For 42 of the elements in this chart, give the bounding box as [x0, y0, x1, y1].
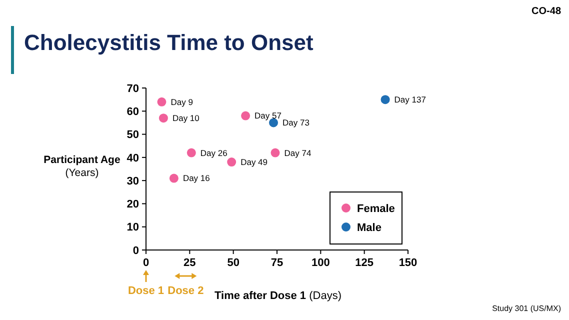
- text: CO-48: [532, 6, 562, 17]
- y-tick-label: 70: [126, 82, 139, 95]
- y-tick-label: 30: [126, 175, 139, 188]
- x-tick-label: 50: [227, 257, 240, 269]
- point: [241, 111, 250, 120]
- legend-label: Female: [357, 202, 395, 215]
- y-axis-title: Participant Age (Years): [44, 154, 120, 179]
- point: [380, 95, 390, 104]
- x-tick-label: 125: [355, 257, 374, 269]
- text: Study 301 (US/MX): [492, 304, 562, 313]
- annotation: Day 137: [394, 94, 426, 105]
- x-tick-label: 75: [270, 257, 284, 269]
- point: [227, 158, 236, 167]
- legend-label: Male: [357, 222, 382, 234]
- point: [157, 97, 166, 106]
- annotation: Day 57: [254, 110, 282, 121]
- x-tick-label: 150: [398, 257, 418, 269]
- x-tick-label: 100: [311, 257, 330, 269]
- point: [269, 118, 278, 128]
- x-tick-label: 25: [184, 257, 196, 269]
- annotation: Day 10: [172, 113, 200, 124]
- text: Dose 1: [128, 285, 164, 297]
- x-axis-title: Time after Dose 1 (Days): [214, 290, 342, 302]
- point: [270, 148, 280, 158]
- text: Dose 2: [168, 285, 204, 297]
- y-tick-label: 10: [126, 222, 139, 234]
- y-tick-label: 0: [132, 244, 139, 257]
- point: [158, 114, 168, 123]
- point: [169, 174, 178, 183]
- y-tick-label: 60: [126, 106, 139, 118]
- annotation: Day 9: [170, 96, 194, 107]
- point: [186, 148, 196, 158]
- annotation: Day 49: [240, 157, 268, 168]
- annotation: Day 26: [200, 148, 228, 158]
- x-tick-label: 0: [142, 257, 150, 269]
- chart-title: Cholecystitis Time to Onset: [24, 30, 314, 55]
- y-tick-label: 40: [126, 152, 139, 164]
- y-tick-label: 20: [126, 198, 139, 211]
- y-tick-label: 50: [126, 129, 139, 142]
- annotation: Day 16: [182, 173, 210, 184]
- annotation: Day 73: [282, 118, 310, 128]
- annotation: Day 74: [284, 148, 312, 158]
